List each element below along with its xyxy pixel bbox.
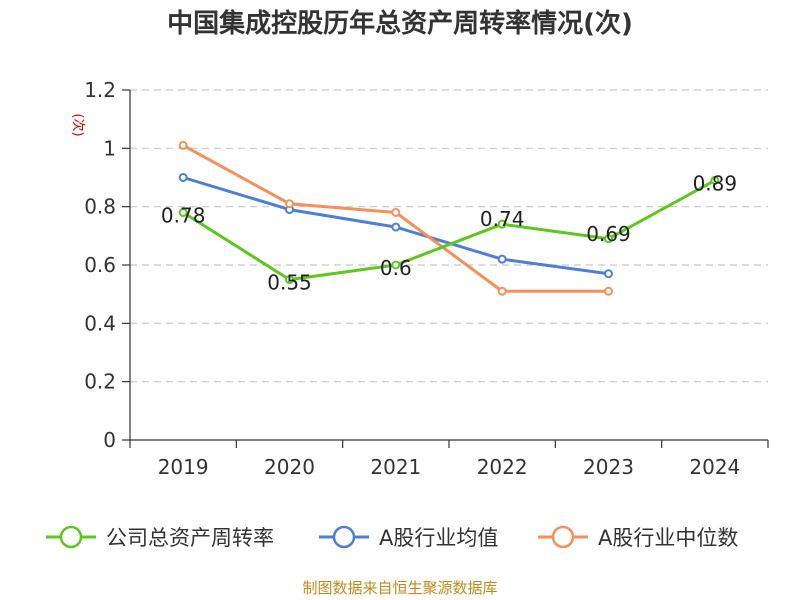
data-point: [178, 140, 188, 150]
data-point: [178, 173, 188, 182]
data-point: [497, 254, 507, 264]
data-label: 0.74: [480, 207, 525, 231]
data-point: [497, 286, 507, 296]
x-tick-label: 2024: [689, 455, 740, 479]
data-point: [710, 175, 720, 185]
data-point: [391, 260, 401, 270]
data-label: 0.78: [161, 204, 206, 228]
data-point: [497, 219, 507, 229]
data-label: 0.69: [586, 222, 631, 246]
data-labels: 0.78 0.55 0.6 0.74 0.69 0.89: [161, 171, 737, 294]
series-line-0: [182, 179, 716, 282]
legend-swatch-marker: [551, 525, 575, 549]
x-tick-label: 2019: [158, 455, 209, 479]
y-tick-label: 0.6: [84, 253, 116, 277]
data-point: [604, 286, 613, 296]
data-point: [391, 208, 401, 217]
data-point: [178, 208, 188, 217]
data-point: [285, 199, 294, 209]
y-tick-label: 0.8: [84, 195, 116, 219]
x-tick-label: 2021: [370, 455, 421, 479]
x-tick-label: 2023: [583, 455, 634, 479]
legend: 公司总资产周转率 A股行业均值 A股行业中位数: [46, 525, 738, 550]
series-lines: [178, 140, 720, 296]
data-point: [604, 234, 613, 244]
data-label: 0.6: [380, 256, 412, 280]
data-point: [285, 275, 294, 285]
legend-swatch-marker: [59, 525, 83, 549]
chart-title: 中国集成控股历年总资产周转率情况(次): [167, 8, 633, 39]
axes: 0 0.2 0.4 0.6 0.8 1 1.2 2019 2020 2021 2022 2023 202…: [84, 78, 769, 479]
y-axis-label: (次): [70, 113, 86, 136]
data-point: [391, 222, 401, 232]
y-tick-label: 1: [103, 136, 116, 160]
grid-lines: [130, 89, 768, 383]
legend-swatch-marker: [332, 525, 356, 549]
x-tick-label: 2020: [264, 455, 315, 479]
y-tick-label: 0: [103, 428, 116, 452]
y-tick-label: 0.2: [84, 370, 116, 394]
data-point: [604, 269, 613, 279]
legend-label: A股行业中位数: [598, 526, 738, 550]
x-tick-label: 2022: [477, 455, 528, 479]
data-label: 0.55: [267, 271, 312, 295]
legend-label: 公司总资产周转率: [106, 526, 274, 550]
y-tick-label: 1.2: [84, 78, 116, 102]
source-note: 制图数据来自恒生聚源数据库: [302, 579, 497, 597]
data-label: 0.89: [693, 171, 738, 195]
legend-label: A股行业均值: [379, 526, 498, 550]
y-tick-label: 0.4: [84, 311, 116, 335]
